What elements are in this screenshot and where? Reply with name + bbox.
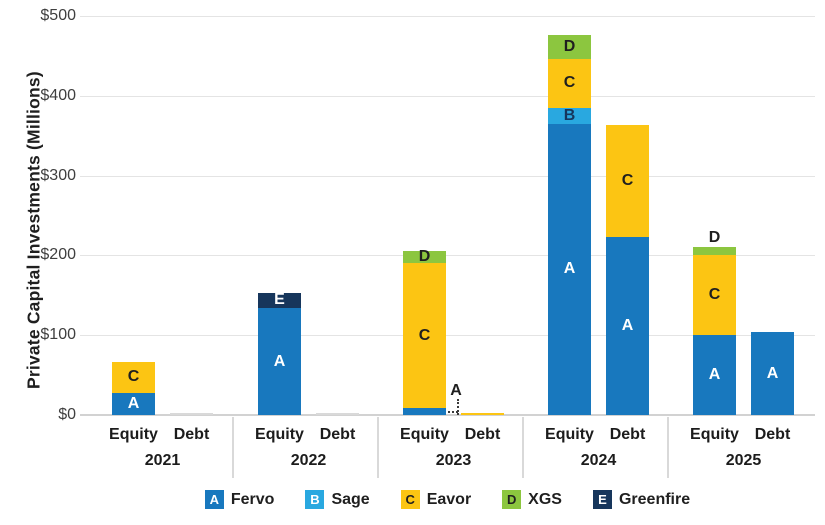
group-separator [232, 417, 234, 478]
legend-item-fervo: A Fervo [204, 490, 275, 509]
bar-segment [548, 107, 591, 124]
bar-segment [548, 35, 591, 60]
bar-segment [461, 413, 504, 415]
bar-segment [403, 263, 446, 408]
bar-segment [548, 59, 591, 108]
bar-segment [606, 124, 649, 238]
bar-label: Equity [690, 426, 739, 443]
segment-letter: C [708, 285, 721, 303]
group-separator [522, 417, 524, 478]
bar-label: Debt [173, 426, 210, 443]
bar-segment [258, 308, 301, 415]
bar-label: Debt [754, 426, 791, 443]
bar-segment [693, 335, 736, 415]
legend-swatch-a: A [204, 490, 224, 509]
y-axis-title: Private Capital Investments (Millions) [23, 71, 44, 389]
bar-segment [606, 237, 649, 415]
year-label: 2025 [725, 452, 762, 469]
bar-label: Equity [109, 426, 158, 443]
bar-segment [112, 361, 155, 394]
gridline [80, 335, 815, 337]
y-tick-label: $500 [40, 7, 76, 24]
bar-label: Debt [609, 426, 646, 443]
segment-letter: D [708, 228, 721, 246]
legend: A Fervo B Sage C Eavor D XGS E Greenfire [80, 490, 815, 509]
y-tick-label: $300 [40, 166, 76, 184]
bar-segment [170, 413, 213, 415]
group-separator [667, 417, 669, 478]
segment-letter: A [708, 366, 721, 384]
segment-letter: A [563, 260, 576, 278]
bar-label: Debt [319, 426, 356, 443]
gridline [80, 16, 815, 17]
callout-line-vertical [457, 398, 459, 415]
segment-letter: D [563, 38, 576, 56]
group-separator [377, 417, 379, 478]
legend-label: Sage [331, 490, 370, 508]
y-tick-label: $0 [58, 406, 76, 423]
gridline [80, 255, 815, 257]
bar-segment [112, 393, 155, 415]
legend-item-greenfire: E Greenfire [592, 490, 691, 509]
bar-segment [403, 407, 446, 415]
y-tick-label: $200 [40, 246, 76, 264]
segment-letter: B [563, 106, 576, 124]
x-axis-line [80, 414, 815, 416]
bar-segment [403, 251, 446, 264]
segment-letter: C [563, 74, 576, 92]
legend-swatch-d: D [502, 490, 522, 509]
segment-letter: A [766, 364, 779, 382]
year-label: 2023 [435, 452, 472, 469]
year-label: 2024 [580, 452, 617, 469]
segment-letter: A [450, 381, 462, 399]
legend-label: Greenfire [618, 490, 691, 508]
year-label: 2022 [290, 452, 327, 469]
segment-letter: E [274, 291, 285, 309]
segment-letter: A [273, 352, 286, 370]
legend-label: Fervo [230, 490, 275, 508]
year-label: 2021 [144, 452, 181, 469]
segment-letter: C [418, 326, 431, 344]
bar-label: Equity [400, 426, 449, 443]
segment-letter: C [621, 171, 634, 189]
legend-swatch-e: E [592, 490, 612, 509]
segment-letter: A [127, 395, 140, 413]
segment-letter: A [621, 317, 634, 335]
y-tick-label: $100 [40, 326, 76, 344]
y-tick-label: $400 [40, 86, 76, 104]
bar-segment [751, 332, 794, 415]
legend-swatch-b: B [305, 490, 325, 509]
legend-label: Eavor [426, 490, 472, 508]
legend-item-sage: B Sage [305, 490, 370, 509]
legend-item-xgs: D XGS [502, 490, 562, 509]
bar-segment [316, 413, 359, 415]
bar-label: Equity [545, 426, 594, 443]
segment-letter: D [418, 248, 431, 266]
gridline [80, 95, 815, 97]
bar-segment [693, 254, 736, 336]
bar-segment [693, 246, 736, 255]
legend-swatch-c: C [400, 490, 420, 509]
bar-label: Equity [255, 426, 304, 443]
bar-label: Debt [464, 426, 501, 443]
legend-label: XGS [528, 490, 562, 508]
gridline [80, 175, 815, 177]
callout-line-horizontal [448, 410, 458, 413]
legend-item-eavor: C Eavor [400, 490, 472, 509]
bar-segment [548, 123, 591, 415]
segment-letter: C [127, 368, 140, 386]
bar-segment [258, 292, 301, 309]
